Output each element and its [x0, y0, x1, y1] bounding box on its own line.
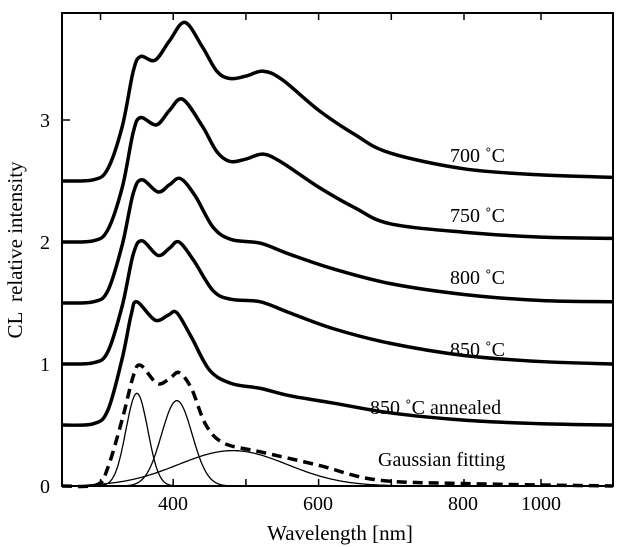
y-tick-label: 3 [40, 110, 50, 132]
x-tick-label: 800 [448, 493, 478, 515]
y-tick-label: 2 [40, 232, 50, 254]
series-label-850: 850 ˚C [450, 339, 505, 361]
series-line-2 [61, 97, 614, 244]
series-label-850-annealed: 850 ˚C annealed [370, 397, 501, 419]
y-tick-label: 0 [40, 476, 50, 498]
series-line-1 [61, 20, 614, 183]
series-label-700: 700 ˚C [450, 145, 505, 167]
series-line-3 [61, 176, 614, 305]
gaussian-component-3 [85, 449, 613, 487]
gaussian-fitting-label: Gaussian fitting [378, 449, 505, 471]
series-label-750: 750 ˚C [450, 205, 505, 227]
y-axis-label: CL relative intensity [3, 161, 27, 339]
x-tick-label: 400 [158, 493, 188, 515]
plot-frame [61, 12, 614, 487]
series-line-5 [61, 299, 614, 427]
x-axis-label: Wavelength [nm] [267, 521, 413, 545]
gaussian-sum-dashed-line [61, 363, 614, 489]
gaussian-component-2 [86, 400, 613, 487]
series-line-4 [61, 239, 614, 366]
x-tick-label: 600 [303, 493, 333, 515]
series-label-800: 800 ˚C [450, 267, 505, 289]
x-tick-label: 1000 [521, 493, 561, 515]
y-tick-label: 1 [40, 354, 50, 376]
